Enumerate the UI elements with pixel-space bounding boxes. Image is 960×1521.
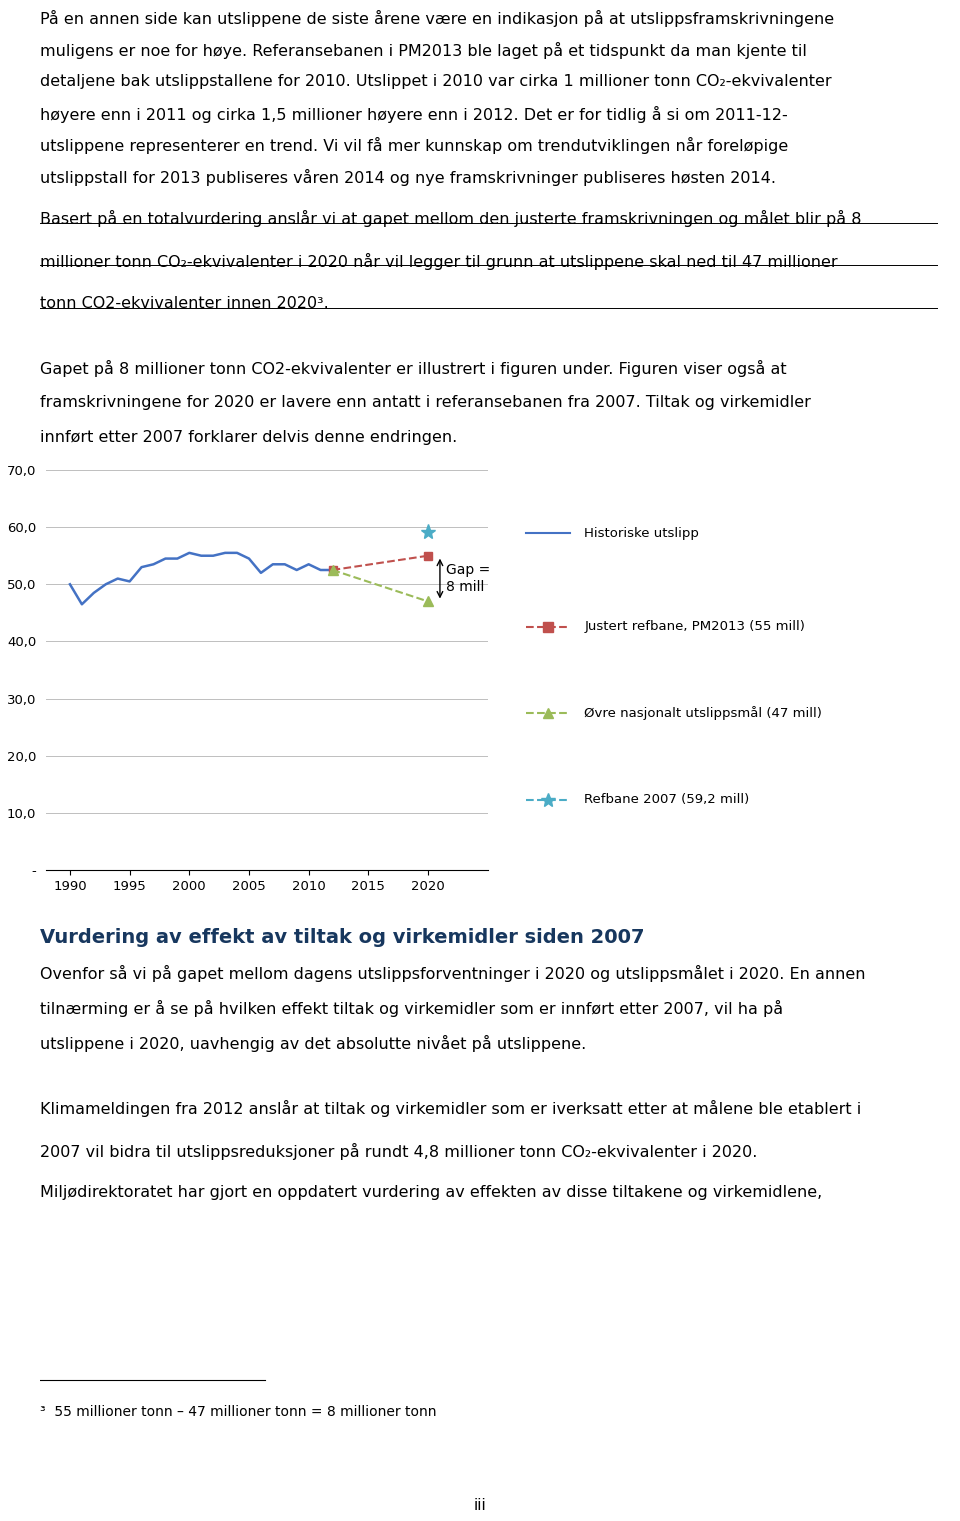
- Text: På en annen side kan utslippene de siste årene være en indikasjon på at utslipps: På en annen side kan utslippene de siste…: [40, 11, 834, 27]
- Text: Refbane 2007 (59,2 mill): Refbane 2007 (59,2 mill): [585, 792, 750, 806]
- Text: Klimameldingen fra 2012 anslår at tiltak og virkemidler som er iverksatt etter a: Klimameldingen fra 2012 anslår at tiltak…: [40, 1100, 861, 1116]
- Text: Historiske utslipp: Historiske utslipp: [585, 526, 699, 540]
- Text: detaljene bak utslippstallene for 2010. Utslippet i 2010 var cirka 1 millioner t: detaljene bak utslippstallene for 2010. …: [40, 73, 832, 88]
- Text: Miljødirektoratet har gjort en oppdatert vurdering av effekten av disse tiltaken: Miljødirektoratet har gjort en oppdatert…: [40, 1185, 823, 1200]
- Text: iii: iii: [473, 1498, 487, 1512]
- Text: Justert refbane, PM2013 (55 mill): Justert refbane, PM2013 (55 mill): [585, 621, 805, 633]
- Text: tonn CO2-ekvivalenter innen 2020³.: tonn CO2-ekvivalenter innen 2020³.: [40, 295, 329, 310]
- Text: Vurdering av effekt av tiltak og virkemidler siden 2007: Vurdering av effekt av tiltak og virkemi…: [40, 928, 645, 948]
- Text: muligens er noe for høye. Referansebanen i PM2013 ble laget på et tidspunkt da m: muligens er noe for høye. Referansebanen…: [40, 43, 807, 59]
- Text: Øvre nasjonalt utslippsmål (47 mill): Øvre nasjonalt utslippsmål (47 mill): [585, 706, 823, 719]
- Text: Basert på en totalvurdering anslår vi at gapet mellom den justerte framskrivning: Basert på en totalvurdering anslår vi at…: [40, 210, 862, 227]
- Text: tilnærming er å se på hvilken effekt tiltak og virkemidler som er innført etter : tilnærming er å se på hvilken effekt til…: [40, 999, 783, 1018]
- Text: utslippene representerer en trend. Vi vil få mer kunnskap om trendutviklingen nå: utslippene representerer en trend. Vi vi…: [40, 137, 788, 155]
- Text: utslippene i 2020, uavhengig av det absolutte nivået på utslippene.: utslippene i 2020, uavhengig av det abso…: [40, 1034, 587, 1051]
- Text: Gapet på 8 millioner tonn CO2-ekvivalenter er illustrert i figuren under. Figure: Gapet på 8 millioner tonn CO2-ekvivalent…: [40, 360, 787, 377]
- Text: høyere enn i 2011 og cirka 1,5 millioner høyere enn i 2012. Det er for tidlig å : høyere enn i 2011 og cirka 1,5 millioner…: [40, 105, 788, 123]
- Text: innført etter 2007 forklarer delvis denne endringen.: innført etter 2007 forklarer delvis denn…: [40, 429, 458, 444]
- Text: ³  55 millioner tonn – 47 millioner tonn = 8 millioner tonn: ³ 55 millioner tonn – 47 millioner tonn …: [40, 1405, 437, 1419]
- Text: framskrivningene for 2020 er lavere enn antatt i referansebanen fra 2007. Tiltak: framskrivningene for 2020 er lavere enn …: [40, 395, 811, 409]
- Text: Gap =
8 mill: Gap = 8 mill: [445, 563, 491, 593]
- Text: millioner tonn CO₂-ekvivalenter i 2020 når vil legger til grunn at utslippene sk: millioner tonn CO₂-ekvivalenter i 2020 n…: [40, 252, 838, 269]
- Text: Ovenfor så vi på gapet mellom dagens utslippsforventninger i 2020 og utslippsmål: Ovenfor så vi på gapet mellom dagens uts…: [40, 964, 866, 983]
- Text: utslippstall for 2013 publiseres våren 2014 og nye framskrivninger publiseres hø: utslippstall for 2013 publiseres våren 2…: [40, 169, 777, 186]
- Text: 2007 vil bidra til utslippsreduksjoner på rundt 4,8 millioner tonn CO₂-ekvivalen: 2007 vil bidra til utslippsreduksjoner p…: [40, 1142, 757, 1161]
